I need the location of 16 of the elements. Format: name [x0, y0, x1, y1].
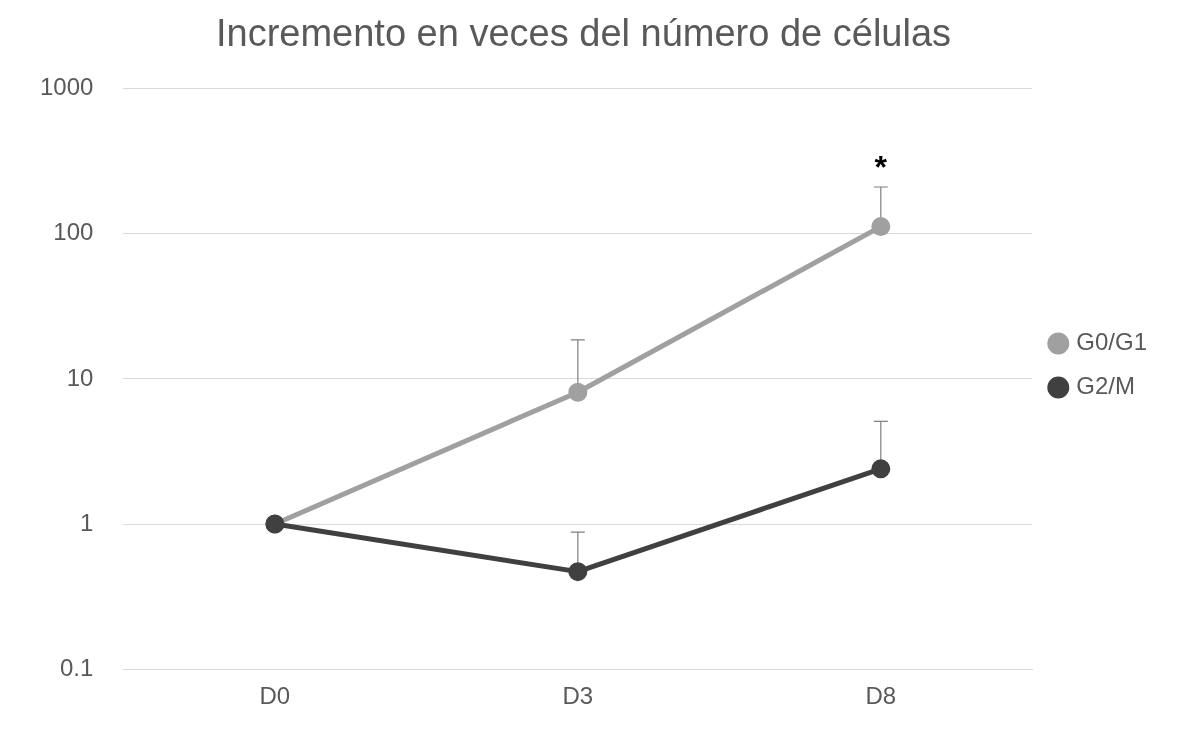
point [568, 382, 588, 402]
y-tick-label: 100 [53, 218, 94, 246]
x-tick-label: D8 [865, 682, 897, 710]
point [871, 459, 891, 479]
y-tick-label: 1000 [40, 73, 94, 101]
y-tick-label: 1 [80, 508, 94, 536]
x-tick-label: D3 [562, 682, 594, 710]
x-tick-label: D0 [259, 682, 291, 710]
point [568, 562, 588, 582]
point [871, 217, 891, 237]
legend-label: G0/G1 [1076, 328, 1147, 356]
chart-title: Incremento en veces del número de células [215, 12, 952, 55]
y-tick-label: 0.1 [60, 653, 94, 681]
y-tick-label: 10 [66, 363, 94, 391]
legend-label: G2/M [1076, 372, 1135, 400]
annotation: * [874, 148, 888, 185]
